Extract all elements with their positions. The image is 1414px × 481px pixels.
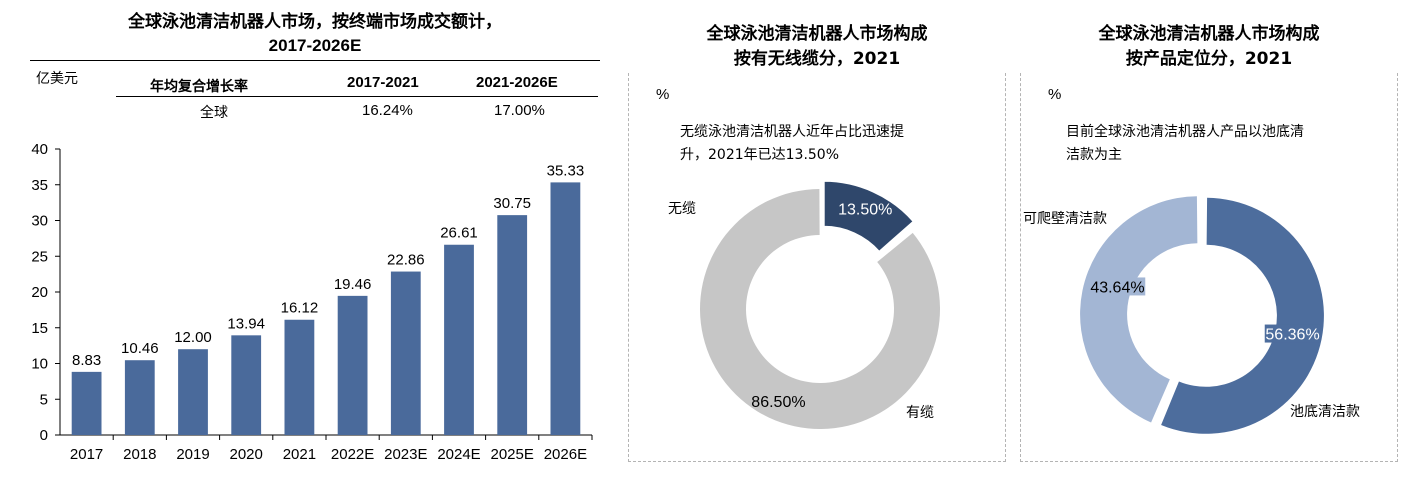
x-tick-label: 2018 [123,446,156,463]
donut-slice-floor [1161,197,1324,434]
cable-chart-note-line1: 无缆泳池清洁机器人近年占比迅速提 [680,124,904,140]
cagr-header-col1: 2017-2021 [347,74,419,91]
bar-value-label: 19.46 [334,276,372,293]
bar-value-label: 8.83 [72,352,101,369]
bar [550,182,581,435]
y-tick-label: 25 [31,248,48,265]
bar-chart: 0 5 10 15 20 25 30 35 40 8.83 2017 10.46 2018 12.00 20… [31,141,593,463]
bar [444,244,474,435]
y-tick-label: 20 [31,284,48,301]
cagr-header-col2: 2021-2026E [476,74,558,91]
cable-chart-title-line1: 全球泳池清洁机器人市场构成 [706,24,928,44]
donut-category-label-floor: 池底清洁款 [1290,404,1360,420]
donut-slice-wall [1080,196,1198,423]
bar-value-label: 16.12 [281,300,319,317]
x-tick-label: 2021 [283,446,316,463]
donut-value-label-wall: 43.64% [1090,279,1144,296]
donut-category-label-wall: 可爬壁清洁款 [1023,211,1107,227]
bar-chart-title-line1: 全球泳池清洁机器人市场，按终端市场成交额计， [128,12,502,32]
bar [337,295,368,435]
bar-value-label: 30.75 [493,195,531,212]
x-tick-label: 2025E [491,446,534,463]
bar-chart-unit: 亿美元 [36,71,78,87]
cagr-table-rule [116,96,598,97]
cagr-header-label: 年均复合增长率 [150,79,248,95]
positioning-chart-title-line1: 全球泳池清洁机器人市场构成 [1098,24,1320,44]
y-tick-label: 30 [31,213,48,230]
donut-value-label-floor-box [1264,324,1321,343]
cagr-row-label: 全球 [200,105,228,121]
positioning-chart-note-line2: 洁款为主 [1066,147,1122,163]
bar-chart-title-line2: 2017-2026E [268,36,362,55]
donut-slice-cordless [822,179,916,254]
positioning-chart-unit: % [1048,86,1062,103]
cable-chart-title-line2: 按有无线缆分，2021 [628,47,1006,71]
x-tick-label: 2024E [437,446,480,463]
positioning-chart-title-line2: 按产品定位分，2021 [1020,47,1398,71]
bar [71,371,102,435]
x-tick-label: 2026E [544,446,587,463]
y-tick-label: 35 [31,177,48,194]
bar-value-label: 22.86 [387,252,425,269]
x-tick-label: 2022E [331,446,374,463]
x-tick-label: 2019 [176,446,209,463]
donut-value-label-corded: 86.50% [751,394,805,411]
bar [390,271,421,435]
x-tick-label: 2020 [230,446,263,463]
bar-value-label: 35.33 [547,162,585,179]
bar [284,319,315,435]
bar [231,335,262,435]
bar-value-label: 12.00 [174,329,212,346]
title-underline [30,60,600,61]
x-tick-label: 2023E [384,446,427,463]
y-tick-label: 40 [31,141,48,158]
positioning-chart-note-line1: 目前全球泳池清洁机器人产品以池底清 [1066,124,1304,140]
y-tick-label: 0 [40,427,48,444]
cable-chart-note-line2: 升，2021年已达13.50% [680,147,840,163]
y-tick-label: 5 [40,391,48,408]
bar [497,215,528,435]
bar [178,349,208,435]
cagr-row-val2: 17.00% [494,102,545,119]
donut-value-label-floor: 56.36% [1265,327,1319,344]
bar [124,360,155,435]
donut-category-label-corded: 有缆 [906,405,934,421]
y-tick-label: 10 [31,356,48,373]
bar-value-label: 10.46 [121,340,159,357]
donut-category-label-cordless: 无缆 [668,201,696,217]
cable-chart-unit: % [656,86,670,103]
x-tick-label: 2017 [70,446,103,463]
y-tick-label: 15 [31,320,48,337]
bar-value-label: 26.61 [440,225,478,242]
donut-value-label-wall-box [1089,277,1146,296]
bar-value-label: 13.94 [227,315,265,332]
cagr-row-val1: 16.24% [362,102,413,119]
donut-slice-corded [700,189,940,429]
donut-value-label-cordless: 13.50% [838,202,892,219]
